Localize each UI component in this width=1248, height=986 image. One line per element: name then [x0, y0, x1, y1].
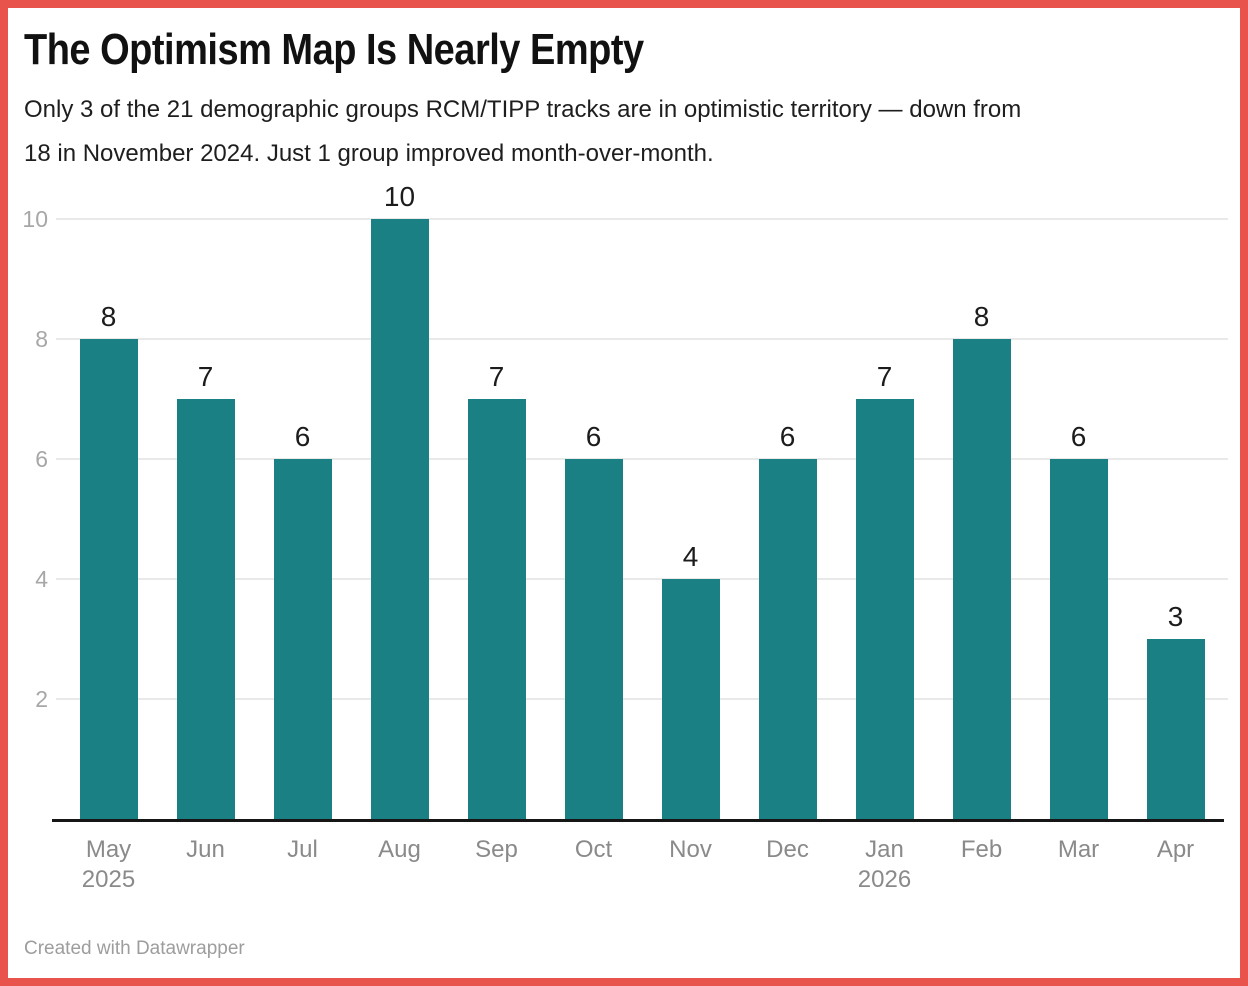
x-axis-label: Oct: [574, 836, 613, 863]
bar-may[interactable]: [79, 339, 138, 819]
bar-chart: 2 4 6 8 10 8 May 2025 7 Jun 6 Jul 10 Aug 7 Sep 6 Oct 4 Nov 6…: [8, 8, 1240, 978]
bar-value-label: 7: [876, 361, 893, 392]
x-axis-label: Dec: [766, 836, 809, 863]
x-axis-line: [52, 819, 1224, 822]
x-axis-label: Apr: [1156, 836, 1195, 863]
gridline: [56, 338, 1228, 340]
x-axis-label: Nov: [669, 836, 712, 863]
bar-nov[interactable]: [661, 579, 720, 819]
subtitle-line: Only 3 of the 21 demographic groups RCM/…: [24, 96, 1022, 123]
chart-title: The Optimism Map Is Nearly Empty: [24, 26, 644, 75]
gridline: [56, 698, 1228, 700]
x-axis-year-label: 2026: [857, 866, 912, 893]
bar-jan[interactable]: [855, 399, 914, 819]
bar-value-label: 6: [294, 421, 311, 452]
bar-feb[interactable]: [952, 339, 1011, 819]
gridline: [56, 578, 1228, 580]
x-axis-label: Jul: [287, 836, 318, 863]
x-axis-label: Feb: [960, 836, 1003, 863]
bar-oct[interactable]: [564, 459, 623, 819]
y-axis-tick-label: 10: [22, 206, 48, 232]
gridline: [56, 218, 1228, 220]
y-axis-tick-label: 6: [35, 446, 48, 472]
bar-dec[interactable]: [758, 459, 817, 819]
bar-jun[interactable]: [176, 399, 235, 819]
bar-value-label: 10: [383, 181, 416, 212]
x-axis-label: Aug: [378, 836, 421, 863]
bar-value-label: 4: [682, 541, 699, 572]
bar-value-label: 6: [779, 421, 796, 452]
gridline: [56, 458, 1228, 460]
x-axis-label: Jun: [186, 836, 225, 863]
x-axis-label: May: [85, 836, 132, 863]
bar-sep[interactable]: [467, 399, 526, 819]
bar-value-label: 7: [488, 361, 505, 392]
x-axis-label: Jan: [865, 836, 904, 863]
bar-value-label: 8: [973, 301, 990, 332]
y-axis-tick-label: 2: [35, 686, 48, 712]
x-axis-label: Mar: [1057, 836, 1100, 863]
y-axis-tick-label: 8: [35, 326, 48, 352]
bar-aug[interactable]: [370, 219, 429, 819]
chart-subtitle: Only 3 of the 21 demographic groups RCM/…: [24, 88, 1021, 176]
bar-value-label: 6: [1070, 421, 1087, 452]
bar-value-label: 6: [585, 421, 602, 452]
y-axis-tick-label: 4: [35, 566, 48, 592]
x-axis-label: Sep: [475, 836, 518, 863]
bar-apr[interactable]: [1146, 639, 1205, 819]
attribution-text: Created with Datawrapper: [24, 938, 245, 959]
bar-mar[interactable]: [1049, 459, 1108, 819]
x-axis-year-label: 2025: [81, 866, 136, 893]
bar-jul[interactable]: [273, 459, 332, 819]
bar-value-label: 7: [197, 361, 214, 392]
subtitle-line: 18 in November 2024. Just 1 group improv…: [24, 140, 714, 167]
bar-value-label: 3: [1167, 601, 1184, 632]
bar-value-label: 8: [100, 301, 117, 332]
